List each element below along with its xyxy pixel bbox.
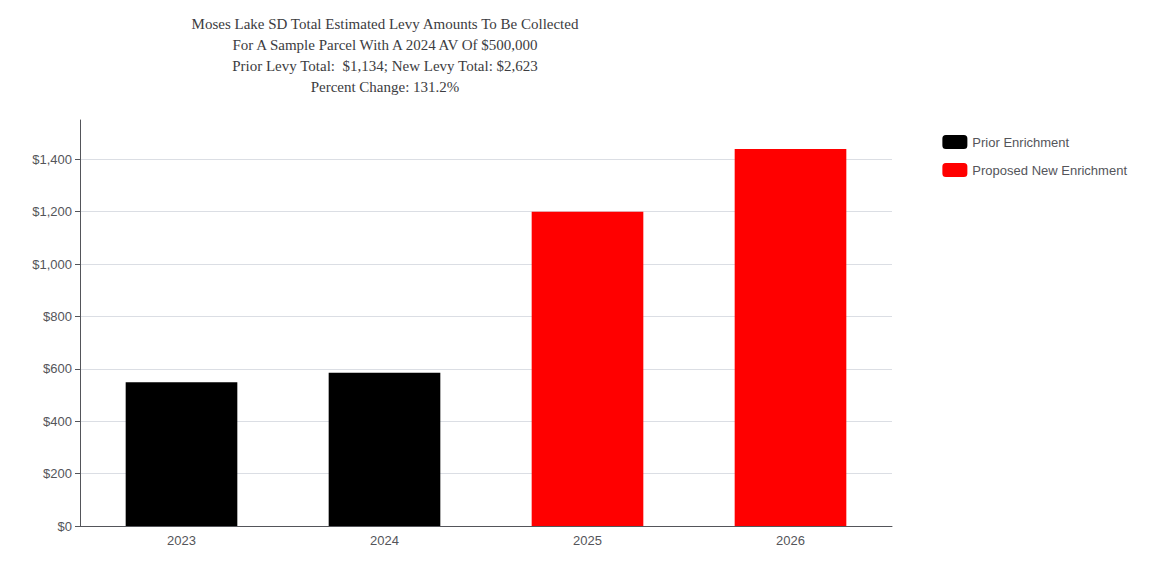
svg-text:2024: 2024 xyxy=(370,533,399,548)
svg-text:Moses Lake SD Total Estimated: Moses Lake SD Total Estimated Levy Amoun… xyxy=(192,16,579,32)
svg-text:Prior Enrichment: Prior Enrichment xyxy=(972,135,1069,150)
svg-text:$800: $800 xyxy=(43,309,72,324)
svg-text:$200: $200 xyxy=(43,466,72,481)
svg-text:$1,200: $1,200 xyxy=(32,204,72,219)
svg-text:2026: 2026 xyxy=(776,533,805,548)
svg-text:2025: 2025 xyxy=(573,533,602,548)
svg-text:$1,400: $1,400 xyxy=(32,152,72,167)
svg-text:Prior Levy Total: $1,134; New: Prior Levy Total: $1,134; New Levy Total… xyxy=(232,58,538,74)
svg-text:2023: 2023 xyxy=(167,533,196,548)
svg-text:Percent Change: 131.2%: Percent Change: 131.2% xyxy=(311,79,460,95)
svg-text:$1,000: $1,000 xyxy=(32,257,72,272)
svg-text:$0: $0 xyxy=(58,519,72,534)
svg-text:$400: $400 xyxy=(43,414,72,429)
svg-text:$600: $600 xyxy=(43,361,72,376)
svg-text:For A Sample Parcel With A 202: For A Sample Parcel With A 2024 AV Of $5… xyxy=(232,37,537,53)
svg-text:Proposed New Enrichment: Proposed New Enrichment xyxy=(972,163,1127,178)
